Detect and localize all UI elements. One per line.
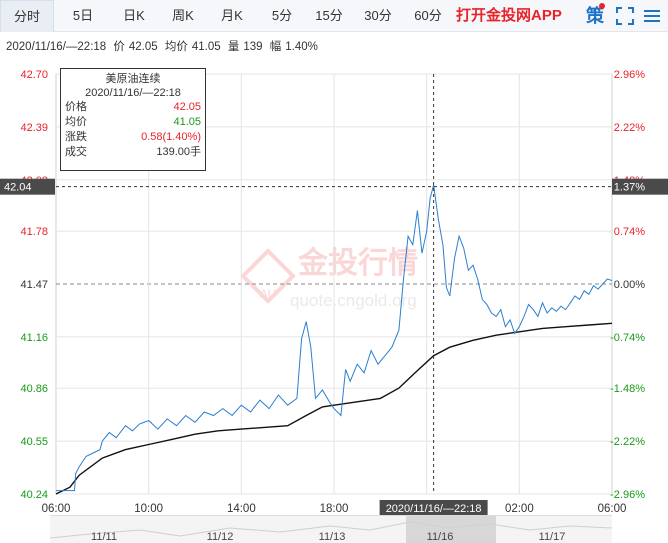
tab-5day[interactable]: 5日	[72, 8, 94, 23]
x-tick-label: 02:00	[505, 503, 534, 515]
navigator-date-label: 11/17	[539, 531, 566, 543]
info-change: 1.40%	[285, 41, 318, 53]
crosshair-pct-label: 1.37%	[614, 182, 645, 194]
y-tick-label-right: -2.96%	[610, 489, 645, 501]
fullscreen-icon[interactable]	[616, 7, 634, 25]
y-tick-label-left: 42.70	[20, 69, 48, 81]
tab-monthly-k[interactable]: 月K	[221, 8, 243, 23]
tab-60min[interactable]: 60分	[414, 8, 442, 23]
y-tick-label-right: -2.22%	[610, 436, 645, 448]
y-tick-label-right: -0.74%	[610, 332, 645, 344]
watermark-logo: AU 金投行情 quote.cngold.org	[240, 246, 418, 310]
navigator-sparkline	[50, 521, 612, 539]
crosshair-time-label: 2020/11/16/—22:18	[386, 503, 482, 515]
avg-price-line	[55, 322, 613, 495]
tooltip-key: 涨跌	[65, 131, 87, 143]
y-tick-label-left: 40.86	[20, 383, 48, 395]
open-app-link[interactable]: 打开金投网APP	[456, 7, 562, 24]
tooltip-date: 2020/11/16/—22:18	[85, 87, 181, 99]
svg-text:AU: AU	[260, 287, 277, 301]
y-tick-label-right: 2.96%	[614, 69, 645, 81]
y-tick-label-left: 40.55	[20, 436, 48, 448]
x-tick-label: 06:00	[598, 503, 627, 515]
y-tick-label-left: 40.24	[20, 489, 48, 501]
notification-dot-icon	[599, 3, 605, 9]
y-tick-label-right: -1.48%	[610, 383, 645, 395]
y-tick-label-left: 42.39	[20, 122, 48, 134]
x-tick-label: 18:00	[320, 503, 349, 515]
price-line	[56, 184, 613, 492]
tab-weekly-k[interactable]: 周K	[172, 8, 194, 23]
tooltip-key: 价格	[65, 101, 87, 113]
tooltip-row-change: 涨跌 0.58(1.40%)	[61, 130, 205, 145]
tooltip-key: 成交	[65, 146, 87, 158]
tooltip-value: 42.05	[173, 101, 201, 113]
y-tick-label-left: 41.78	[20, 226, 48, 238]
navigator-date-label: 11/13	[319, 531, 346, 543]
info-volume: 139	[243, 41, 263, 53]
navigator-selection[interactable]	[406, 516, 496, 543]
tooltip-row-avg: 均价 41.05	[61, 115, 205, 130]
tab-5min[interactable]: 5分	[271, 8, 293, 23]
crosshair-pct-box	[612, 178, 668, 195]
y-tick-label-right: 2.22%	[614, 122, 645, 134]
info-datetime: 2020/11/16/—22:18	[6, 41, 107, 53]
y-tick-label-left: 41.16	[20, 332, 48, 344]
watermark-text: 金投行情	[297, 246, 418, 281]
strategy-logo-icon[interactable]: 策	[586, 6, 604, 26]
y-tick-label-right: 0.74%	[614, 226, 645, 238]
intraday-chart[interactable]: AU 金投行情 quote.cngold.org 42.70 2.96% 42.39…	[0, 58, 668, 515]
period-tab-bar: 分时 5日 日K 周K 月K 5分 15分 30分 60分 打开金投网APP 策	[0, 0, 668, 32]
info-volume-label: 量	[227, 41, 240, 53]
tab-15min[interactable]: 15分	[315, 8, 343, 23]
tooltip-row-price: 价格 42.05	[61, 100, 205, 115]
info-avg-label: 均价	[164, 41, 188, 53]
x-tick-label: 14:00	[227, 503, 256, 515]
tooltip-title: 美原油连续	[105, 73, 161, 85]
menu-icon[interactable]	[644, 9, 660, 23]
info-price-label: 价	[113, 41, 125, 53]
time-navigator[interactable]: 11/11 11/12 11/13 11/16 11/17	[50, 515, 612, 543]
data-tooltip: 美原油连续 2020/11/16/—22:18 价格 42.05 均价 41.0…	[60, 68, 206, 171]
navigator-date-label: 11/11	[91, 531, 117, 543]
tooltip-value: 41.05	[173, 116, 201, 128]
info-price: 42.05	[128, 41, 158, 53]
y-tick-label-right: 0.00%	[614, 279, 645, 291]
x-tick-label: 06:00	[42, 503, 71, 515]
tooltip-key: 均价	[65, 116, 87, 128]
tooltip-value: 0.58(1.40%)	[141, 131, 201, 143]
crosshair-price-label: 42.04	[4, 182, 32, 194]
tooltip-value: 139.00手	[156, 146, 201, 158]
x-tick-label: 10:00	[134, 503, 163, 515]
info-change-label: 幅	[269, 41, 282, 53]
y-tick-label-left: 41.47	[20, 279, 48, 291]
watermark-url: quote.cngold.org	[290, 291, 417, 310]
tab-30min[interactable]: 30分	[364, 8, 392, 23]
tooltip-row-volume: 成交 139.00手	[61, 145, 205, 160]
crosshair-price-box	[0, 178, 55, 195]
navigator-date-label: 11/16	[427, 531, 454, 543]
crosshair-time-box	[379, 500, 488, 515]
navigator-date-label: 11/12	[207, 531, 234, 543]
tab-intraday[interactable]: 分时	[0, 0, 54, 32]
info-avg: 41.05	[191, 41, 221, 53]
tab-daily-k[interactable]: 日K	[123, 8, 145, 23]
